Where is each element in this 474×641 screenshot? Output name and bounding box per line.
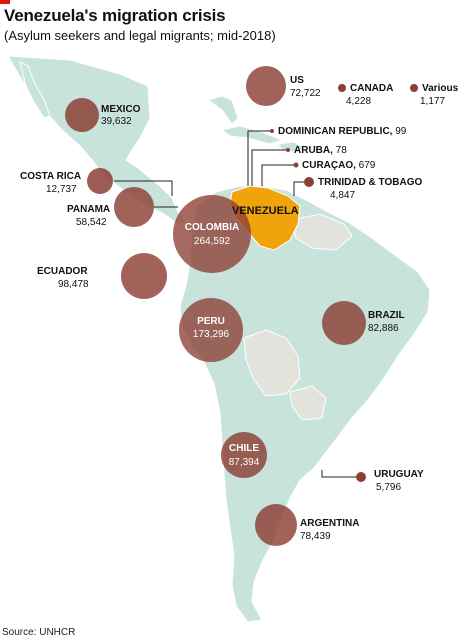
label-chile-value: 87,394 <box>229 457 260 468</box>
bubble-argentina <box>255 504 297 546</box>
land-cuba <box>220 125 284 145</box>
label-uruguay-name: URUGUAY <box>374 469 424 480</box>
label-brazil-value: 82,886 <box>368 323 399 334</box>
label-colombia-value: 264,592 <box>194 236 231 247</box>
bubbles <box>65 66 418 546</box>
source-note: Source: UNHCR <box>2 627 76 638</box>
label-mexico-name: MEXICO <box>101 104 141 115</box>
label-mexico-value: 39,632 <box>101 116 132 127</box>
label-chile-name: CHILE <box>229 443 259 454</box>
label-ecuador-name: ECUADOR <box>37 266 88 277</box>
label-curacao-name: CURAÇAO, 679 <box>302 160 376 171</box>
label-peru-name: PERU <box>197 316 225 327</box>
bubble-curacao <box>293 162 299 168</box>
bubble-mexico <box>65 98 99 132</box>
bubble-peru <box>179 298 243 362</box>
bubble-panama <box>114 187 154 227</box>
label-canada-value: 4,228 <box>346 96 371 107</box>
land-florida <box>206 95 239 125</box>
bubble-colombia <box>173 195 251 273</box>
labels: US 72,722 CANADA 4,228 Various 1,177 MEX… <box>20 75 459 542</box>
land-baja <box>19 61 51 119</box>
label-ecuador-value: 98,478 <box>58 279 89 290</box>
land-guianas <box>291 213 353 251</box>
bubble-ecuador <box>121 253 167 299</box>
label-peru-value: 173,296 <box>193 329 230 340</box>
bubble-aruba <box>286 148 290 152</box>
chart-subtitle: (Asylum seekers and legal migrants; mid-… <box>4 28 276 43</box>
bubble-costa-rica <box>87 168 113 194</box>
bubble-us <box>246 66 286 106</box>
chart-title: Venezuela's migration crisis <box>4 6 226 25</box>
bubble-various <box>410 84 418 92</box>
label-aruba-name: ARUBA, 78 <box>294 145 347 156</box>
label-colombia-name: COLOMBIA <box>185 222 239 233</box>
map-land <box>7 55 431 623</box>
label-venezuela-name: VENEZUELA <box>232 205 299 217</box>
bubble-chile <box>221 432 267 478</box>
label-us-name: US <box>290 75 304 86</box>
label-us-value: 72,722 <box>290 88 321 99</box>
label-panama-value: 58,542 <box>76 217 107 228</box>
label-panama-name: PANAMA <box>67 204 110 215</box>
accent-rule <box>0 0 10 4</box>
bubble-canada <box>338 84 346 92</box>
bubble-uruguay <box>356 472 366 482</box>
label-costa-rica-value: 12,737 <box>46 184 77 195</box>
label-brazil-name: BRAZIL <box>368 310 405 321</box>
label-canada-name: CANADA <box>350 83 393 94</box>
label-trinidad-tobago-value: 4,847 <box>330 190 355 201</box>
land-bolivia <box>243 329 301 397</box>
bubble-brazil <box>322 301 366 345</box>
label-trinidad-tobago-name: TRINIDAD & TOBAGO <box>318 177 422 188</box>
bubble-dominican-republic <box>270 129 274 133</box>
leader-lines <box>114 130 360 478</box>
label-uruguay-value: 5,796 <box>376 482 401 493</box>
label-argentina-name: ARGENTINA <box>300 518 359 529</box>
label-dominican-republic-name: DOMINICAN REPUBLIC, 99 <box>278 126 407 137</box>
label-various-value: 1,177 <box>420 96 445 107</box>
land-paraguay <box>289 385 327 421</box>
label-costa-rica-name: COSTA RICA <box>20 171 81 182</box>
label-various-name: Various <box>422 83 459 94</box>
bubble-trinidad-tobago <box>304 177 314 187</box>
land-mexico-central-america <box>7 55 187 225</box>
label-argentina-value: 78,439 <box>300 531 331 542</box>
